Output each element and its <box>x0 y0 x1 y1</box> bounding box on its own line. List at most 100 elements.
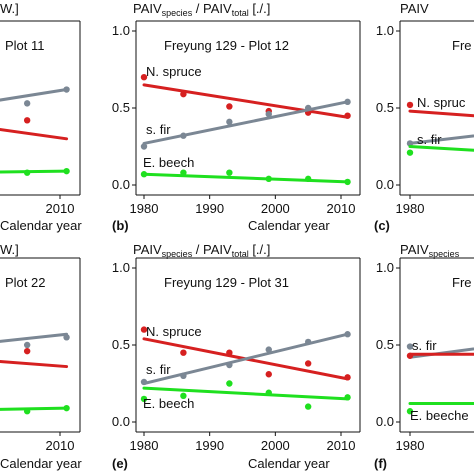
panel-e-xtick-label-0: 1980 <box>130 438 159 453</box>
panel-a-spruce-point-0 <box>23 117 31 124</box>
panel-b-plot-area <box>140 74 351 186</box>
panel-d-series-spruce <box>0 347 69 369</box>
panel-e-spruce-point-4 <box>304 360 312 367</box>
panel-f-ytick-label-0: 0.0 <box>376 414 394 429</box>
panel-e-series-fir <box>140 331 351 386</box>
panel-b-xtick-label-1: 1990 <box>195 201 224 216</box>
panel-b-ytick-label-0: 0.0 <box>112 177 130 192</box>
panel-e-beech-point-2 <box>226 380 233 387</box>
panel-d-beech-point-0 <box>23 408 31 415</box>
panel-c-ytick-label-0: 0.0 <box>376 177 394 192</box>
panel-d-series-fir <box>0 332 70 349</box>
panel-d-xtick-label-1: 2010 <box>46 438 75 453</box>
panel-e-plot-area <box>140 326 351 410</box>
panel-a-series-fir <box>0 86 70 107</box>
panel-e-beech-point-5 <box>344 394 351 401</box>
panel-b-spruce-point-0 <box>140 74 148 81</box>
panel-a-beech-point-0 <box>23 169 31 176</box>
panel-d-xlabel: Calendar year <box>0 456 82 471</box>
panel-b-beech-point-1 <box>180 169 187 176</box>
panel-f-fir-label: s. fir <box>412 338 437 353</box>
panel-b-ytick-label-1: 0.5 <box>112 100 130 115</box>
panel-f-ytick-label-1: 0.5 <box>376 337 394 352</box>
panel-e-beech-label: E. beech <box>143 396 194 411</box>
panel-f-spruce-point-0 <box>406 352 414 359</box>
panel-e-spruce-point-0 <box>140 326 148 333</box>
ylabel-e: PAIVspecies / PAIVtotal [./.] <box>133 242 270 259</box>
panel-e-beech-fit-line <box>142 386 350 401</box>
panel-e-spruce-point-5 <box>344 374 351 381</box>
panel-d-beech-fit-line <box>0 406 69 411</box>
panel-e-spruce-point-2 <box>226 349 233 356</box>
ylabel-b-species: species <box>162 8 193 18</box>
panel-e-tag: (e) <box>112 456 128 471</box>
panel-b-ytick-label-2: 1.0 <box>112 23 130 38</box>
panel-f-fir-point-0 <box>406 343 414 350</box>
panel-b-series-fir <box>140 98 351 150</box>
panel-a-title: Plot 11 <box>5 38 45 53</box>
panel-e-xtick-label-1: 1990 <box>195 438 224 453</box>
panel-b-xtick-label-3: 2010 <box>327 201 356 216</box>
panel-b-series-beech <box>140 169 351 186</box>
panel-b: 0.0 0.5 1.0 1980 1990 2000 2010 Freyung 129 - P… <box>112 20 361 233</box>
panel-b-spruce-label: N. spruce <box>146 64 202 79</box>
panel-b-fir-point-5 <box>344 98 351 106</box>
panel-e-ytick-label-0: 0.0 <box>112 414 130 429</box>
panel-f-plot-area <box>406 343 474 415</box>
panel-e-ytick-label-1: 0.5 <box>112 337 130 352</box>
ylabel-b-unit: [./.] <box>249 1 271 16</box>
panel-e-fir-point-0 <box>140 378 148 386</box>
panel-d-spruce-point-0 <box>23 347 31 355</box>
panel-b-tag: (b) <box>112 218 129 233</box>
panel-b-fir-label: s. fir <box>146 122 171 137</box>
panel-c-fir-fit-line <box>408 134 474 145</box>
ylabel-b-paiv: PAIV <box>133 1 162 16</box>
panel-c-beech-fit-line <box>408 145 474 152</box>
panel-c-series-beech <box>406 145 474 156</box>
ylabel-b-total: total <box>232 8 249 18</box>
ylabel-e-unit: [./.] <box>249 242 271 257</box>
panel-a-spruce-fit-line <box>0 128 69 141</box>
panel-d-series-beech <box>0 404 70 415</box>
panel-b-xtick-label-2: 2000 <box>261 201 290 216</box>
panel-f-series-beech <box>406 402 474 415</box>
panel-b-beech-point-0 <box>140 171 148 178</box>
panel-e-beech-point-4 <box>304 403 312 410</box>
panel-a-series-spruce <box>0 117 69 141</box>
panel-e-title: Freyung 129 - Plot 31 <box>164 275 289 290</box>
panel-f-title: Fre <box>452 275 472 290</box>
panel-c-tag: (c) <box>374 218 390 233</box>
panel-c-fir-point-0 <box>406 140 414 147</box>
panel-e-beech-point-0 <box>140 395 148 403</box>
panel-a-plot-area <box>0 86 70 176</box>
panel-a-xlabel: Calendar year <box>0 218 82 233</box>
panel-b-beech-point-5 <box>344 178 351 186</box>
panel-b-spruce-point-5 <box>344 112 351 119</box>
panel-a-fir-point-1 <box>63 86 70 93</box>
panel-c-spruce-fit-line <box>408 109 474 118</box>
panel-d-title: Plot 22 <box>5 275 45 290</box>
panel-c-title: Fre <box>452 38 472 53</box>
panel-b-spruce-fit-line <box>142 83 350 119</box>
panel-e-fir-point-2 <box>226 361 233 369</box>
panel-b-series-spruce <box>140 74 351 119</box>
panel-f-beech-label: E. beeche <box>410 408 469 423</box>
panel-b-beech-point-3 <box>265 175 272 183</box>
panel-e-ytick-label-2: 1.0 <box>112 260 130 275</box>
panel-e-fir-point-1 <box>180 372 187 379</box>
panel-d-fir-point-1 <box>63 334 70 341</box>
panel-d-beech-point-1 <box>63 404 70 412</box>
ylabel-a-tail: W.] <box>0 1 19 16</box>
panel-c-ytick-label-2: 1.0 <box>376 23 394 38</box>
panel-a-fir-fit-line <box>0 88 69 102</box>
panel-b-fir-point-3 <box>265 110 272 118</box>
panel-b-fir-point-1 <box>180 132 187 139</box>
panel-c-spruce-point-0 <box>406 101 414 109</box>
ylabel-d-tail: W.] <box>0 242 19 257</box>
